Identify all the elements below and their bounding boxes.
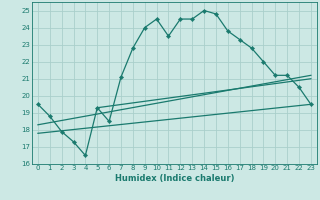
X-axis label: Humidex (Indice chaleur): Humidex (Indice chaleur) xyxy=(115,174,234,183)
